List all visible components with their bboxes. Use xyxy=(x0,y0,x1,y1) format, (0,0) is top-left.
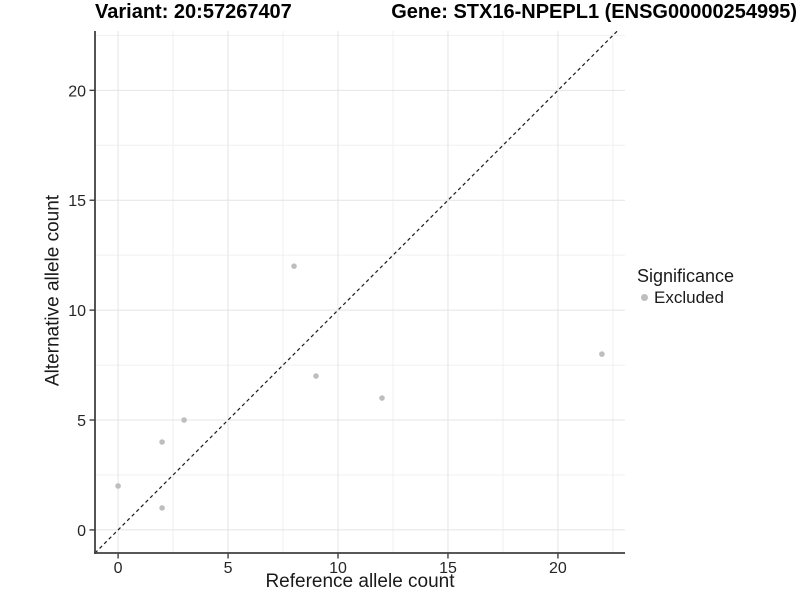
legend: Significance Excluded xyxy=(637,267,734,306)
legend-item: Excluded xyxy=(637,289,734,306)
x-tick-label: 10 xyxy=(329,560,347,577)
data-point xyxy=(379,395,385,401)
y-tick-label: 15 xyxy=(68,193,86,210)
data-point xyxy=(313,373,319,379)
legend-point-icon xyxy=(641,294,648,301)
legend-item-label: Excluded xyxy=(654,288,724,307)
data-point xyxy=(159,505,165,511)
data-point xyxy=(291,263,297,269)
data-point xyxy=(115,483,121,489)
data-point xyxy=(181,417,187,423)
gene-title: Gene: STX16-NPEPL1 (ENSG00000254995) xyxy=(391,1,797,23)
data-point xyxy=(159,439,165,445)
y-axis-title: Alternative allele count xyxy=(42,194,64,387)
x-tick-label: 5 xyxy=(224,560,233,577)
x-tick-label: 20 xyxy=(549,560,567,577)
y-tick-label: 5 xyxy=(77,413,86,430)
y-tick-label: 10 xyxy=(68,303,86,320)
data-point xyxy=(599,351,605,357)
variant-title: Variant: 20:57267407 xyxy=(95,1,292,23)
legend-title: Significance xyxy=(637,266,735,286)
x-axis-title: Reference allele count xyxy=(265,571,455,592)
y-tick-label: 0 xyxy=(77,523,86,540)
y-tick-label: 20 xyxy=(68,83,86,100)
legend-items: Excluded xyxy=(637,289,734,306)
x-tick-label: 0 xyxy=(114,560,123,577)
x-tick-label: 15 xyxy=(439,560,457,577)
